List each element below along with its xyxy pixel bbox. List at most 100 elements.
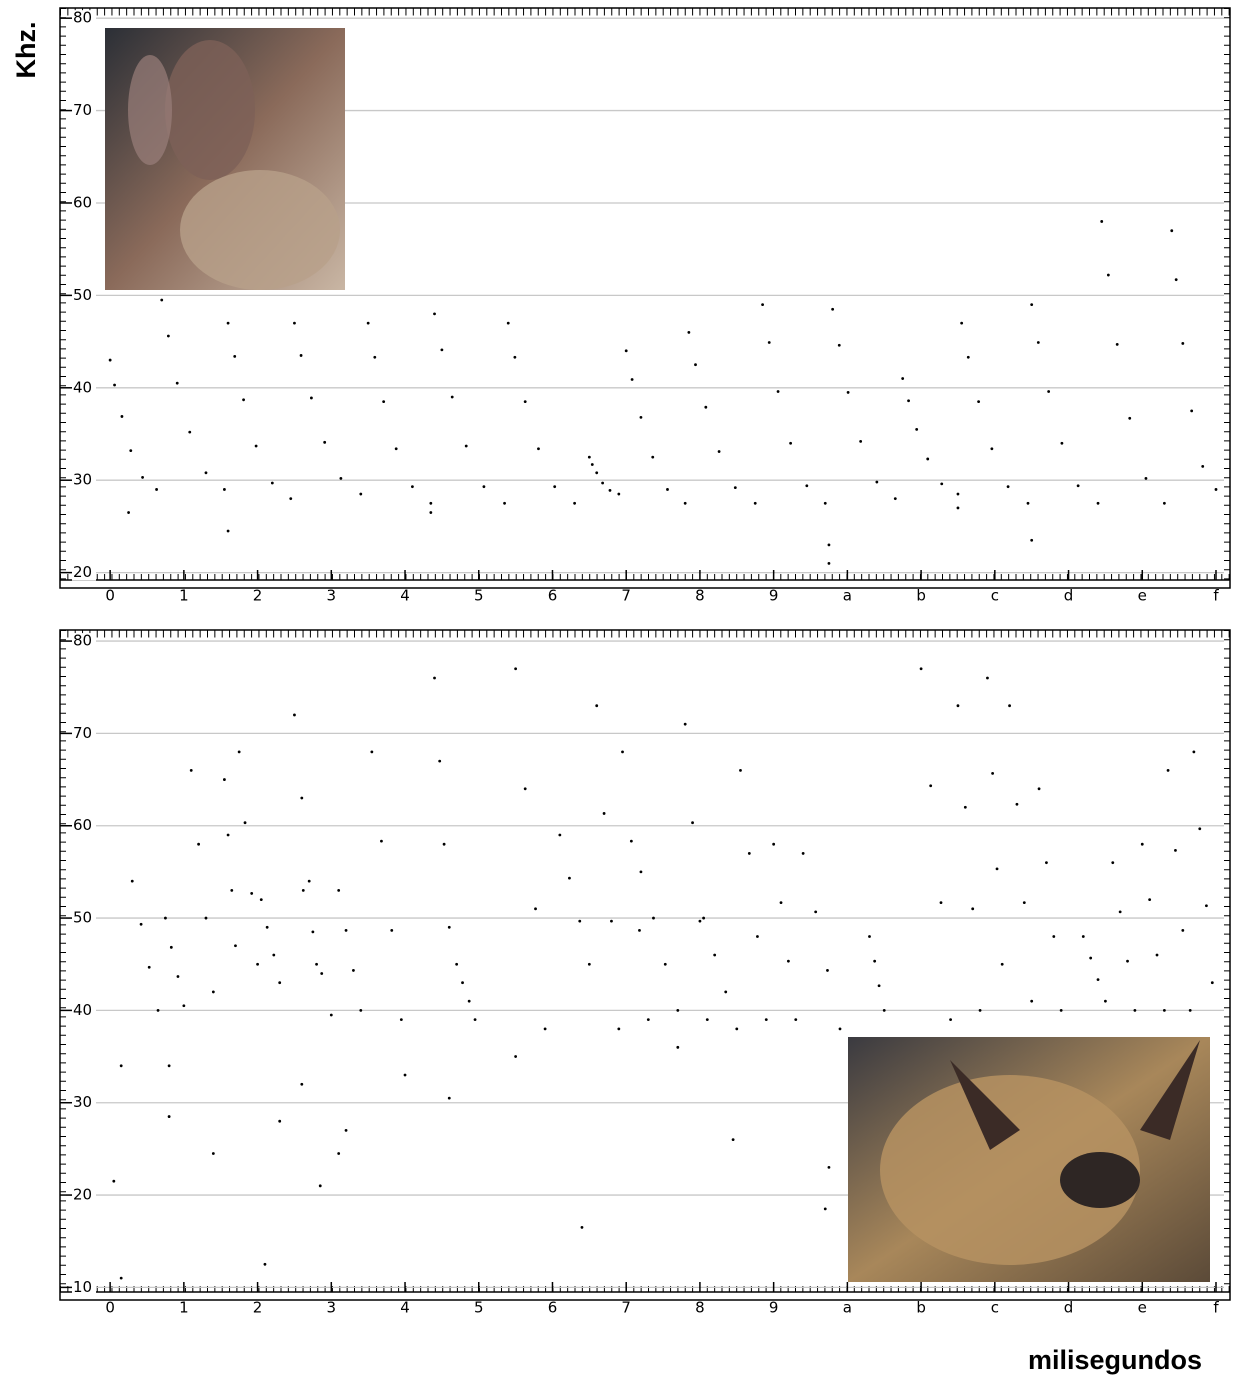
call-dot xyxy=(1133,1008,1137,1012)
call-dot xyxy=(514,1055,518,1058)
y-tick-label: 70 xyxy=(73,724,92,742)
call-dot xyxy=(568,876,571,880)
call-dot xyxy=(956,704,960,708)
call-dot xyxy=(587,455,591,459)
call-dot xyxy=(713,953,717,957)
x-tick-label: 9 xyxy=(769,1299,779,1317)
call-dot xyxy=(960,321,964,325)
call-dot xyxy=(1096,978,1100,982)
call-dot xyxy=(278,1119,282,1123)
call-dot xyxy=(1162,1008,1166,1012)
call-dot xyxy=(127,511,130,514)
call-dot xyxy=(1015,802,1019,806)
call-dot xyxy=(318,1184,322,1188)
call-dot xyxy=(1148,898,1152,902)
call-dot xyxy=(176,975,180,978)
call-dot xyxy=(119,1064,123,1068)
y-tick-label-bg xyxy=(72,633,96,650)
call-dot xyxy=(831,307,835,311)
x-tick-label: c xyxy=(991,1299,999,1317)
call-dot xyxy=(514,667,518,671)
call-dot xyxy=(482,485,486,489)
call-dot xyxy=(629,839,633,843)
call-dot xyxy=(380,839,383,843)
y-tick-label: 50 xyxy=(73,909,92,927)
call-dot xyxy=(182,1004,186,1008)
call-dot xyxy=(617,492,621,496)
call-dot xyxy=(113,383,116,387)
y-tick-label-bg xyxy=(72,1094,96,1111)
call-dot xyxy=(739,768,742,772)
call-dot xyxy=(977,400,981,404)
call-dot xyxy=(337,1152,341,1155)
y-tick-label: 70 xyxy=(73,101,92,119)
call-dot xyxy=(573,501,576,505)
call-dot xyxy=(399,1018,403,1022)
y-tick-label-bg xyxy=(72,564,96,581)
y-tick-label-bg xyxy=(72,379,96,396)
call-dot xyxy=(320,972,324,975)
call-dot xyxy=(250,892,254,895)
call-dot xyxy=(859,439,863,443)
call-dot xyxy=(411,485,414,489)
y-tick-label: 20 xyxy=(73,1186,92,1204)
y-tick-label-bg xyxy=(72,1002,96,1019)
call-dot xyxy=(272,953,276,957)
call-dot xyxy=(705,1018,709,1022)
call-dot xyxy=(1100,220,1104,223)
call-dot xyxy=(160,298,164,302)
call-dot xyxy=(278,981,282,985)
call-dot xyxy=(259,898,263,902)
call-dot xyxy=(433,676,436,680)
x-tick-label: 3 xyxy=(327,1299,337,1317)
call-dot xyxy=(169,945,173,949)
call-dot xyxy=(323,440,327,444)
x-tick-label: 4 xyxy=(400,587,410,605)
call-dot xyxy=(652,916,655,920)
x-tick-label: 2 xyxy=(253,587,263,605)
call-dot xyxy=(875,480,879,484)
call-dot xyxy=(926,457,930,461)
call-dot xyxy=(1144,476,1148,480)
call-dot xyxy=(717,450,721,453)
call-dot xyxy=(558,833,562,837)
y-tick-label: 80 xyxy=(73,9,92,27)
x-tick-label: f xyxy=(1213,587,1219,605)
call-dot xyxy=(624,349,628,353)
y-tick-label: 50 xyxy=(73,286,92,304)
x-tick-label: 1 xyxy=(179,1299,189,1317)
x-tick-label: 4 xyxy=(400,1299,410,1317)
x-tick-label: 8 xyxy=(695,587,705,605)
call-dot xyxy=(776,390,780,393)
call-dot xyxy=(263,1262,267,1266)
call-dot xyxy=(1128,416,1132,420)
call-dot xyxy=(344,928,348,932)
call-dot xyxy=(440,348,444,352)
call-dot xyxy=(293,321,296,325)
call-dot xyxy=(1192,750,1196,754)
call-dot xyxy=(211,1152,215,1155)
photo-detail xyxy=(1060,1152,1140,1208)
call-dot xyxy=(735,1027,739,1031)
x-tick-label: b xyxy=(916,587,926,605)
call-dot xyxy=(112,1179,116,1183)
call-dot xyxy=(1026,501,1030,505)
call-dot xyxy=(1174,278,1178,282)
call-dot xyxy=(188,430,192,434)
call-dot xyxy=(1030,538,1034,542)
call-dot xyxy=(949,1018,952,1022)
call-dot xyxy=(503,501,506,505)
call-dot xyxy=(233,354,237,358)
call-dot xyxy=(147,965,151,969)
call-dot xyxy=(1104,999,1107,1003)
x-tick-label: c xyxy=(991,587,999,605)
y-tick-label-bg xyxy=(72,725,96,742)
call-dot xyxy=(329,1013,333,1017)
call-dot xyxy=(1201,464,1205,468)
call-dot xyxy=(1214,488,1218,491)
y-tick-label-bg xyxy=(72,194,96,211)
x-tick-label: a xyxy=(843,587,852,605)
photo-detail xyxy=(180,170,340,290)
call-dot xyxy=(786,959,790,963)
